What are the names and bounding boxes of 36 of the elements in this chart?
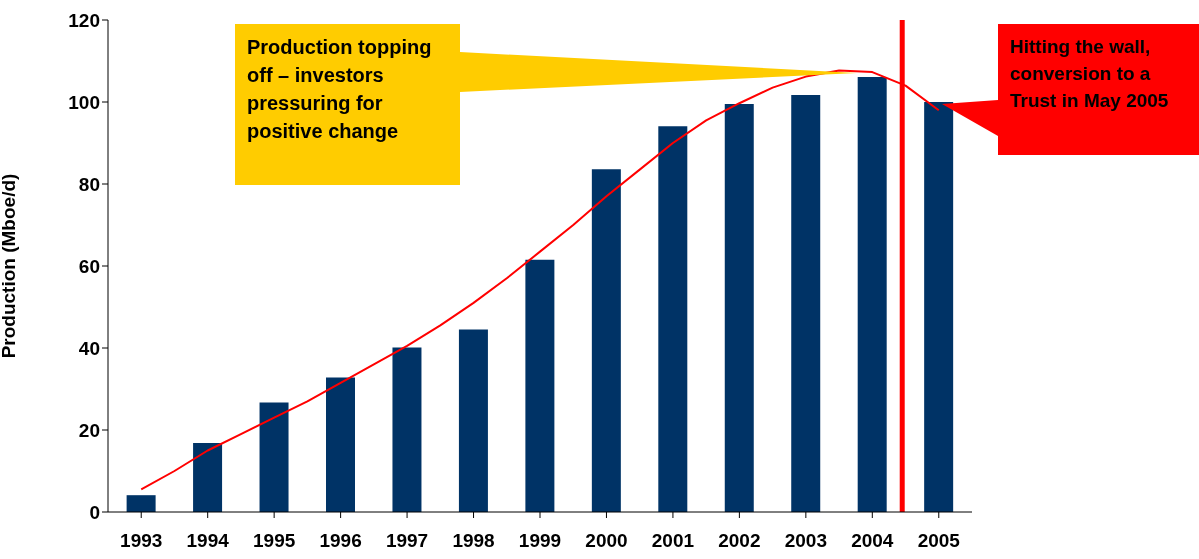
x-tick-label: 1998 [452,530,495,552]
bar [259,402,289,512]
x-tick-label: 2003 [784,530,827,552]
y-tick-label: 0 [89,501,100,523]
y-tick-label: 40 [78,337,100,359]
y-axis-title: Production (Mboe/d) [0,173,19,359]
bar [525,259,555,512]
y-tick-label: 100 [68,91,100,113]
x-tick-label: 2000 [585,530,628,552]
x-tick-label: 1995 [253,530,296,552]
x-tick-label: 2001 [651,530,695,552]
x-tick-label: 1993 [120,530,163,552]
text: Hitting the wall, conversion to a Trust in May 2005 [1010,35,1170,113]
x-tick-label: 2005 [917,530,961,552]
x-tick-label: 1999 [518,530,562,552]
y-tick-label: 120 [68,9,100,31]
y-tick-label: 80 [78,173,100,195]
bar [924,102,954,512]
y-tick-label: 20 [78,419,100,441]
bar [724,104,754,512]
bar [658,126,688,512]
bar [126,495,156,512]
bar [857,76,887,512]
bar [392,347,422,512]
x-tick-label: 1996 [319,530,362,552]
annotation: Production topping off – investors pressuring for positive change [247,35,433,144]
y-tick-label: 60 [78,255,100,277]
x-tick-label: 1994 [186,530,230,552]
x-tick-label: 2004 [851,530,894,552]
bar [458,329,488,512]
x-tick-label: 1997 [385,530,429,552]
bar [326,377,355,512]
bar [791,95,821,512]
bar [193,443,223,512]
x-tick-label: 2002 [718,530,761,552]
bar [591,169,621,512]
